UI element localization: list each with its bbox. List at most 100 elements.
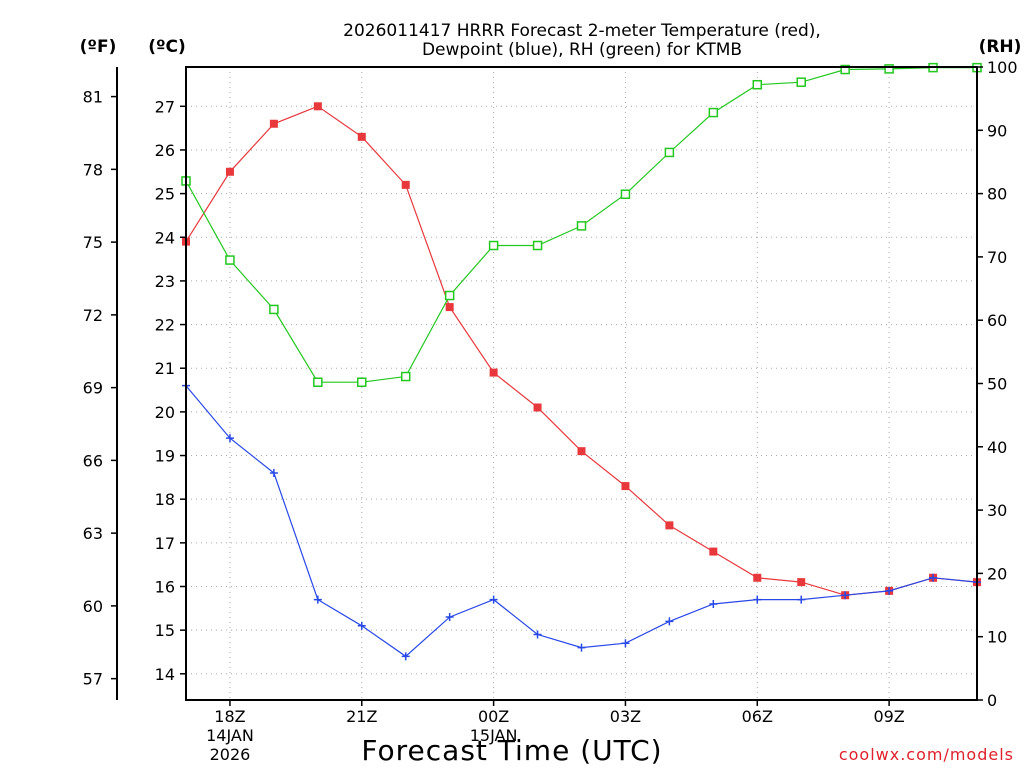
temperature-point [401, 180, 410, 189]
temperature-point [533, 403, 542, 412]
dewpoint-series [182, 381, 981, 661]
dewpoint-point [709, 599, 718, 608]
celsius-tick-label: 26 [155, 141, 175, 160]
dewpoint-point [753, 595, 762, 604]
celsius-tick-label: 25 [155, 185, 175, 204]
x-tick-date: 14JAN [206, 726, 254, 745]
rh-point [620, 189, 631, 199]
celsius-tick-label: 16 [155, 577, 175, 596]
x-tick-label: 00Z [478, 707, 509, 726]
temperature-point [225, 167, 234, 176]
rh-axis-unit: (RH) [979, 37, 1022, 57]
plot-frame [185, 66, 978, 701]
rh-point [444, 290, 455, 301]
rh-point [576, 221, 587, 231]
x-tick-label: 21Z [346, 707, 377, 726]
dewpoint-point [621, 639, 630, 648]
celsius-tick-label: 23 [155, 272, 175, 291]
dewpoint-point [533, 630, 542, 639]
rh-point [708, 107, 719, 118]
fahrenheit-tick-label: 60 [83, 597, 103, 616]
dewpoint-point [841, 591, 850, 600]
temperature-line [185, 105, 978, 596]
dewpoint-point [313, 595, 322, 604]
temperature-point [665, 521, 674, 530]
rh-tick-label: 40 [987, 438, 1007, 457]
rh-point [269, 304, 279, 315]
dewpoint-point [357, 621, 366, 630]
temperature-point [621, 482, 630, 491]
celsius-tick-label: 20 [155, 403, 175, 422]
chart-title-line1: 2026011417 HRRR Forecast 2-meter Tempera… [343, 21, 821, 41]
rh-point [884, 64, 894, 74]
x-axis-title: Forecast Time (UTC) [361, 734, 662, 767]
dewpoint-point [665, 617, 674, 626]
temperature-series [182, 102, 981, 600]
dewpoint-point [885, 586, 894, 595]
dewpoint-point [489, 595, 498, 604]
chart-title-line2: Dewpoint (blue), RH (green) for KTMB [422, 40, 742, 60]
x-tick-label: 03Z [610, 707, 641, 726]
dewpoint-point [401, 652, 410, 661]
temperature-point [797, 578, 806, 587]
temperature-point [313, 102, 322, 111]
celsius-tick-label: 14 [155, 665, 175, 684]
celsius-tick-label: 27 [155, 97, 175, 116]
celsius-tick-label: 19 [155, 447, 175, 466]
fahrenheit-tick-label: 69 [83, 379, 103, 398]
rh-tick-label: 50 [987, 375, 1007, 394]
celsius-axis-unit: (ºC) [148, 37, 186, 57]
rh-point [400, 371, 411, 382]
temperature-point [269, 119, 278, 128]
rh-point [664, 147, 675, 158]
series-layer [181, 62, 982, 661]
rh-point [357, 377, 367, 387]
grid-lines [186, 67, 977, 700]
celsius-tick-label: 22 [155, 316, 175, 335]
x-tick-label: 18Z [214, 707, 245, 726]
rh-tick-label: 60 [987, 311, 1007, 330]
temperature-point [445, 303, 454, 312]
rh-point [840, 64, 850, 75]
celsius-tick-label: 21 [155, 359, 175, 378]
rh-point [313, 377, 323, 387]
fahrenheit-tick-label: 81 [83, 88, 103, 107]
dewpoint-point [577, 643, 586, 652]
rh-tick-label: 10 [987, 628, 1007, 647]
rh-point [796, 77, 806, 87]
fahrenheit-tick-label: 78 [83, 160, 103, 179]
x-tick-label: 06Z [742, 707, 773, 726]
dewpoint-point [797, 595, 806, 604]
rh-point [532, 240, 543, 251]
temperature-point [753, 573, 762, 582]
fahrenheit-tick-label: 72 [83, 306, 103, 325]
celsius-tick-label: 17 [155, 534, 175, 553]
temperature-point [577, 447, 586, 456]
celsius-tick-label: 24 [155, 228, 175, 247]
rh-tick-label: 90 [987, 121, 1007, 140]
axes-layer: 57 60 63 66 69 72 75 78 81 14 15 16 17 18 19 20 21 22 23 24… [83, 58, 1018, 764]
rh-tick-label: 70 [987, 248, 1007, 267]
credit-text: coolwx.com/models [839, 745, 1014, 764]
rh-tick-label: 0 [987, 691, 997, 710]
dewpoint-point [269, 468, 278, 477]
dewpoint-line [185, 385, 978, 658]
temperature-point [357, 132, 366, 141]
rh-point [488, 240, 499, 251]
temperature-point [709, 547, 718, 556]
dewpoint-point [445, 613, 454, 622]
rh-point [225, 255, 235, 265]
fahrenheit-tick-label: 63 [83, 524, 103, 543]
fahrenheit-tick-label: 66 [83, 451, 103, 470]
dewpoint-point [225, 434, 234, 443]
celsius-tick-label: 15 [155, 621, 175, 640]
fahrenheit-tick-label: 57 [83, 670, 103, 689]
fahrenheit-axis-unit: (ºF) [80, 37, 117, 57]
temperature-point [489, 368, 498, 377]
rh-tick-label: 80 [987, 185, 1007, 204]
fahrenheit-tick-label: 75 [83, 233, 103, 252]
x-tick-year: 2026 [210, 745, 251, 764]
dewpoint-point [929, 573, 938, 582]
rh-tick-label: 20 [987, 564, 1007, 583]
